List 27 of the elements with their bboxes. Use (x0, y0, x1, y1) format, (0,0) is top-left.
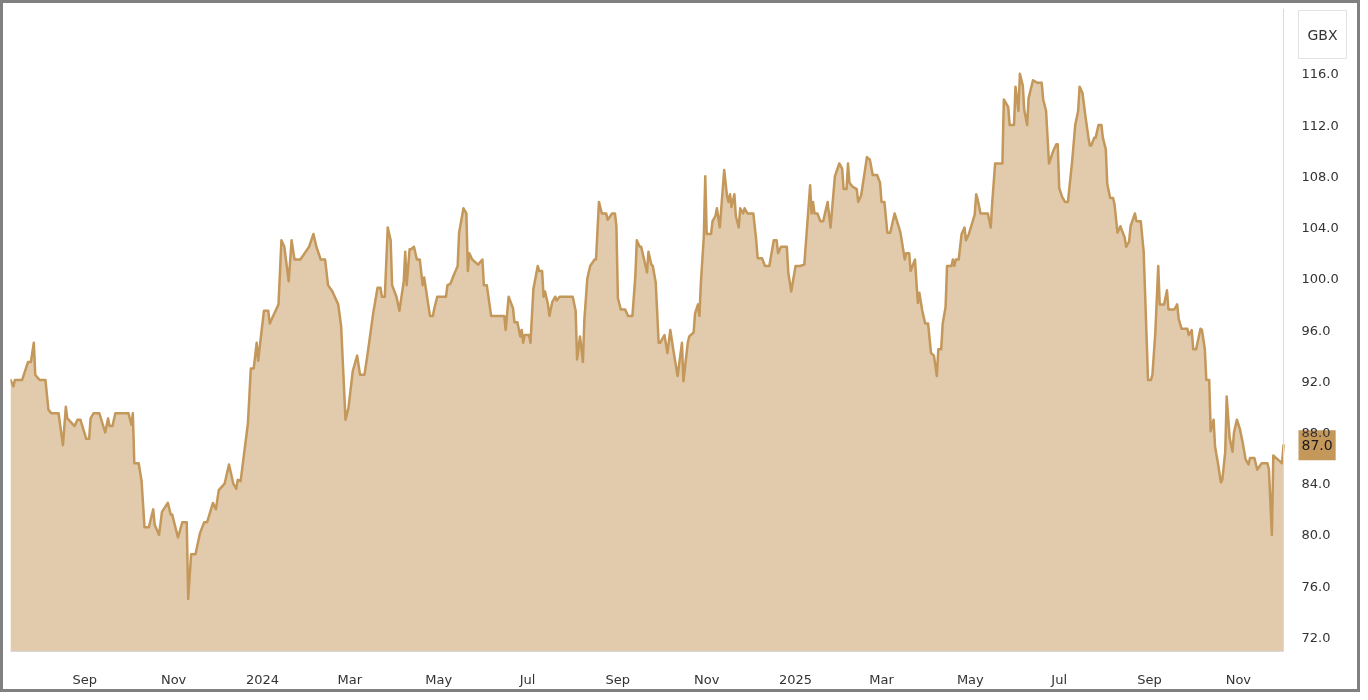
x-tick-label: Jul (1050, 671, 1068, 687)
x-tick-label: Mar (337, 671, 363, 687)
x-tick-label: Sep (72, 671, 98, 687)
x-tick-label: Nov (160, 671, 187, 687)
y-tick-label: 76.0 (1301, 578, 1331, 594)
y-tick-label: 116.0 (1301, 66, 1339, 82)
y-tick-label: 104.0 (1301, 220, 1339, 236)
annotation: 87.0 (1301, 437, 1333, 454)
x-tick-label: 2025 (779, 671, 813, 687)
x-tick-label: Mar (869, 671, 895, 687)
x-tick-label: May (425, 671, 453, 687)
x-tick-label: Sep (1137, 671, 1162, 687)
y-tick-label: 112.0 (1301, 117, 1339, 133)
y-tick-label: 108.0 (1301, 168, 1339, 184)
y-tick-label: 80.0 (1301, 527, 1331, 543)
y-tick-label: 72.0 (1301, 629, 1331, 645)
x-tick-label: May (956, 671, 985, 687)
x-tick-label: Jul (518, 671, 536, 687)
y-tick-label: 100.0 (1301, 271, 1339, 287)
y-tick-label: 84.0 (1301, 476, 1331, 492)
y-axis-title: GBX (1307, 26, 1338, 43)
y-tick-label: 96.0 (1301, 322, 1331, 338)
x-tick-label: Nov (1225, 671, 1252, 687)
x-tick-label: Nov (694, 671, 720, 687)
x-tick-label: 2024 (245, 671, 280, 687)
y-tick-label: 92.0 (1301, 373, 1331, 389)
x-tick-label: Sep (605, 671, 631, 687)
